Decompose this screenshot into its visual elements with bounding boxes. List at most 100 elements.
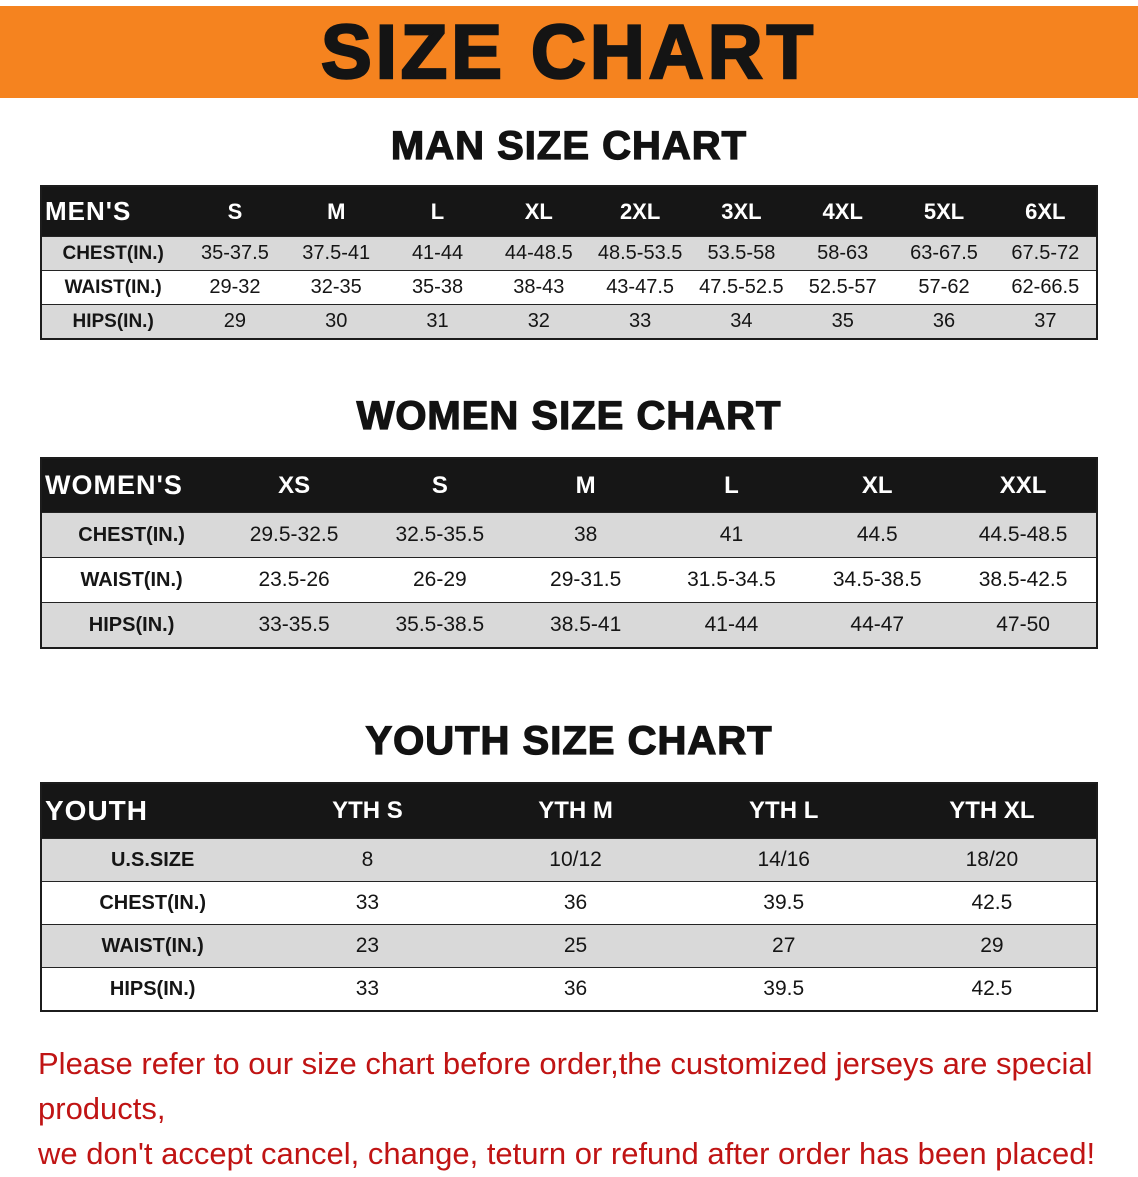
value-cell: 29-31.5 (512, 557, 659, 603)
value-cell: 48.5-53.5 (589, 236, 691, 271)
size-header-cell: 5XL (893, 187, 995, 237)
row-label: CHEST(IN.) (42, 512, 222, 558)
row-label: WAIST(IN.) (42, 270, 185, 305)
disclaimer-text: Please refer to our size chart before or… (38, 1042, 1100, 1177)
size-header-cell: 4XL (792, 187, 894, 237)
youth-size-table: YOUTH YTH S YTH M YTH L YTH XL U.S.SIZE 8 10/12… (40, 782, 1098, 1012)
value-cell: 41-44 (386, 236, 489, 271)
value-cell: 35.5-38.5 (366, 602, 513, 647)
value-cell: 29-32 (184, 270, 286, 305)
row-label: HIPS(IN.) (42, 602, 222, 647)
value-cell: 29.5-32.5 (221, 512, 367, 558)
table-header-row: WOMEN'S XS S M L XL XXL (42, 459, 1096, 513)
value-cell: 25 (471, 924, 680, 968)
size-header-cell: XL (804, 459, 951, 513)
size-header-cell: YTH S (263, 784, 472, 839)
value-cell: 33 (263, 967, 472, 1010)
size-table: YOUTH YTH S YTH M YTH L YTH XL U.S.SIZE 8 10/12… (42, 784, 1096, 1010)
value-cell: 31 (386, 304, 489, 338)
value-cell: 53.5-58 (690, 236, 793, 271)
value-cell: 31.5-34.5 (658, 557, 805, 603)
size-table: MEN'S S M L XL 2XL 3XL 4XL 5XL 6XL CHEST(IN.) 35-37… (42, 187, 1096, 338)
value-cell: 38 (512, 512, 659, 558)
size-header-cell: M (285, 187, 387, 237)
table-header-row: YOUTH YTH S YTH M YTH L YTH XL (42, 784, 1096, 839)
value-cell: 38.5-41 (512, 602, 659, 647)
table-title-cell: MEN'S (42, 187, 185, 237)
value-cell: 32.5-35.5 (366, 512, 513, 558)
value-cell: 26-29 (366, 557, 513, 603)
value-cell: 47.5-52.5 (690, 270, 793, 305)
size-header-cell: XXL (950, 459, 1096, 513)
women-section-title: WOMEN SIZE CHART (356, 393, 782, 438)
value-cell: 43-47.5 (589, 270, 691, 305)
value-cell: 14/16 (679, 838, 888, 882)
table-row: HIPS(IN.) 33-35.5 35.5-38.5 38.5-41 41-44 44-… (42, 602, 1096, 647)
value-cell: 32-35 (285, 270, 387, 305)
man-section-title: MAN SIZE CHART (390, 123, 748, 168)
size-header-cell: L (386, 187, 489, 237)
value-cell: 18/20 (887, 838, 1096, 882)
size-chart-banner: SIZE CHART (0, 6, 1138, 98)
value-cell: 41-44 (658, 602, 805, 647)
value-cell: 23 (263, 924, 472, 968)
value-cell: 63-67.5 (893, 236, 995, 271)
value-cell: 36 (471, 967, 680, 1010)
size-header-cell: YTH L (679, 784, 888, 839)
value-cell: 44-48.5 (488, 236, 590, 271)
size-header-cell: L (658, 459, 805, 513)
youth-section-title: YOUTH SIZE CHART (365, 718, 773, 763)
size-header-cell: 2XL (589, 187, 691, 237)
value-cell: 39.5 (679, 967, 888, 1010)
value-cell: 10/12 (471, 838, 680, 882)
men-size-table: MEN'S S M L XL 2XL 3XL 4XL 5XL 6XL CHEST(IN.) 35-37… (40, 185, 1098, 340)
value-cell: 44.5 (804, 512, 951, 558)
value-cell: 41 (658, 512, 805, 558)
size-header-cell: 6XL (994, 187, 1096, 237)
page-title: SIZE CHART (320, 8, 817, 96)
size-header-cell: 3XL (690, 187, 793, 237)
value-cell: 52.5-57 (792, 270, 894, 305)
row-label: U.S.SIZE (42, 838, 264, 882)
row-label: HIPS(IN.) (42, 967, 264, 1010)
value-cell: 33-35.5 (221, 602, 367, 647)
value-cell: 27 (679, 924, 888, 968)
table-title-cell: WOMEN'S (42, 459, 222, 513)
size-header-cell: YTH M (471, 784, 680, 839)
value-cell: 35 (792, 304, 894, 338)
value-cell: 58-63 (792, 236, 894, 271)
row-label: CHEST(IN.) (42, 236, 185, 271)
value-cell: 35-37.5 (184, 236, 286, 271)
value-cell: 36 (471, 881, 680, 925)
value-cell: 38-43 (488, 270, 590, 305)
table-row: HIPS(IN.) 33 36 39.5 42.5 (42, 967, 1096, 1010)
value-cell: 37.5-41 (285, 236, 387, 271)
value-cell: 33 (263, 881, 472, 925)
size-header-cell: XS (221, 459, 367, 513)
row-label: HIPS(IN.) (42, 304, 185, 338)
table-row: WAIST(IN.) 23.5-26 26-29 29-31.5 31.5-34.5 34… (42, 557, 1096, 603)
table-header-row: MEN'S S M L XL 2XL 3XL 4XL 5XL 6XL (42, 187, 1096, 237)
value-cell: 62-66.5 (994, 270, 1096, 305)
size-header-cell: S (184, 187, 286, 237)
size-header-cell: M (512, 459, 659, 513)
table-row: CHEST(IN.) 29.5-32.5 32.5-35.5 38 41 44.5 44.5… (42, 512, 1096, 558)
value-cell: 34.5-38.5 (804, 557, 951, 603)
size-table: WOMEN'S XS S M L XL XXL CHEST(IN.) 29.5-32.5 32.5… (42, 459, 1096, 647)
value-cell: 30 (285, 304, 387, 338)
value-cell: 38.5-42.5 (950, 557, 1096, 603)
value-cell: 35-38 (386, 270, 489, 305)
value-cell: 57-62 (893, 270, 995, 305)
women-size-table: WOMEN'S XS S M L XL XXL CHEST(IN.) 29.5-32.5 32.5… (40, 457, 1098, 649)
size-header-cell: YTH XL (887, 784, 1096, 839)
value-cell: 29 (887, 924, 1096, 968)
value-cell: 47-50 (950, 602, 1096, 647)
table-row: U.S.SIZE 8 10/12 14/16 18/20 (42, 838, 1096, 882)
value-cell: 34 (690, 304, 793, 338)
value-cell: 44-47 (804, 602, 951, 647)
table-row: WAIST(IN.) 23 25 27 29 (42, 924, 1096, 968)
table-row: CHEST(IN.) 33 36 39.5 42.5 (42, 881, 1096, 925)
value-cell: 42.5 (887, 881, 1096, 925)
value-cell: 33 (589, 304, 691, 338)
table-title-cell: YOUTH (42, 784, 264, 839)
